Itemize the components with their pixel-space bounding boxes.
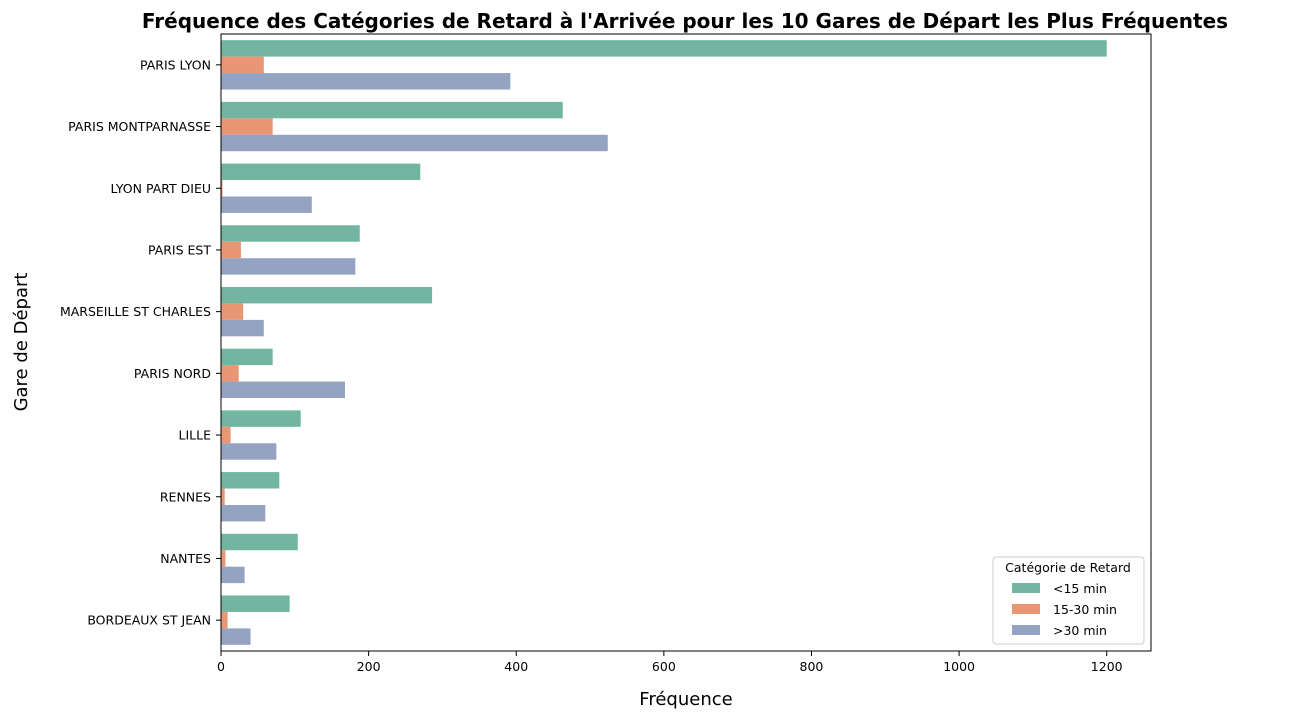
bar [221,101,563,119]
bar [221,365,239,382]
legend-title: Catégorie de Retard [1005,560,1131,575]
bar [221,628,251,645]
bar [221,319,264,337]
y-tick-label: PARIS EST [148,242,211,257]
bar [221,134,608,152]
x-ticks: 0 200 400 600 800 1000 1200 [217,651,1123,674]
bar [221,118,273,135]
x-axis-label: Fréquence [639,689,732,710]
bar [221,40,1107,57]
y-tick-label: BORDEAUX ST JEAN [87,613,211,628]
x-tick-label: 200 [357,659,381,674]
chart-title: Fréquence des Catégories de Retard à l'A… [142,9,1228,33]
bar [221,443,277,460]
bar [221,180,223,197]
legend-label: >30 min [1053,623,1107,638]
x-tick-label: 1000 [943,659,975,674]
x-tick-label: 800 [800,659,824,674]
y-tick-label: PARIS MONTPARNASSE [68,119,211,134]
bar [221,533,298,551]
y-tick-label: NANTES [160,551,211,566]
legend-swatch [1012,625,1040,635]
bar [221,410,301,427]
legend-label: <15 min [1053,581,1107,596]
bars-group [221,40,1107,645]
legend-swatch [1012,583,1040,593]
bar [221,163,421,181]
bar [221,611,228,629]
bar [221,381,345,399]
x-tick-label: 1200 [1091,659,1123,674]
bar [221,488,225,505]
bar [221,595,290,612]
y-axis-label: Gare de Départ [11,273,32,412]
bar [221,286,433,304]
bar [221,348,273,366]
x-tick-label: 400 [504,659,528,674]
legend-label: 15-30 min [1053,602,1117,617]
bar [221,241,241,259]
bar [221,550,226,567]
bar [221,566,245,584]
y-tick-label: MARSEILLE ST CHARLES [60,304,211,319]
legend-swatch [1012,604,1040,614]
bar [221,303,244,320]
legend: Catégorie de Retard <15 min 15-30 min >30 … [992,556,1145,645]
bar [221,225,360,242]
y-tick-label: LILLE [179,428,212,443]
x-tick-label: 0 [217,659,225,674]
legend-box [992,556,1145,645]
bar [221,56,264,74]
bar [221,258,356,275]
bar [221,196,312,213]
y-tick-label: RENNES [160,489,211,504]
bar [221,73,511,90]
bar [221,472,280,489]
y-tick-label: PARIS LYON [140,57,211,72]
x-tick-label: 600 [652,659,676,674]
y-tick-label: LYON PART DIEU [111,181,211,196]
bar [221,504,266,522]
bar [221,426,231,444]
y-ticks: PARIS LYON PARIS MONTPARNASSE LYON PART DI… [60,57,221,628]
y-tick-label: PARIS NORD [134,366,211,381]
plot-frame [220,33,1152,652]
